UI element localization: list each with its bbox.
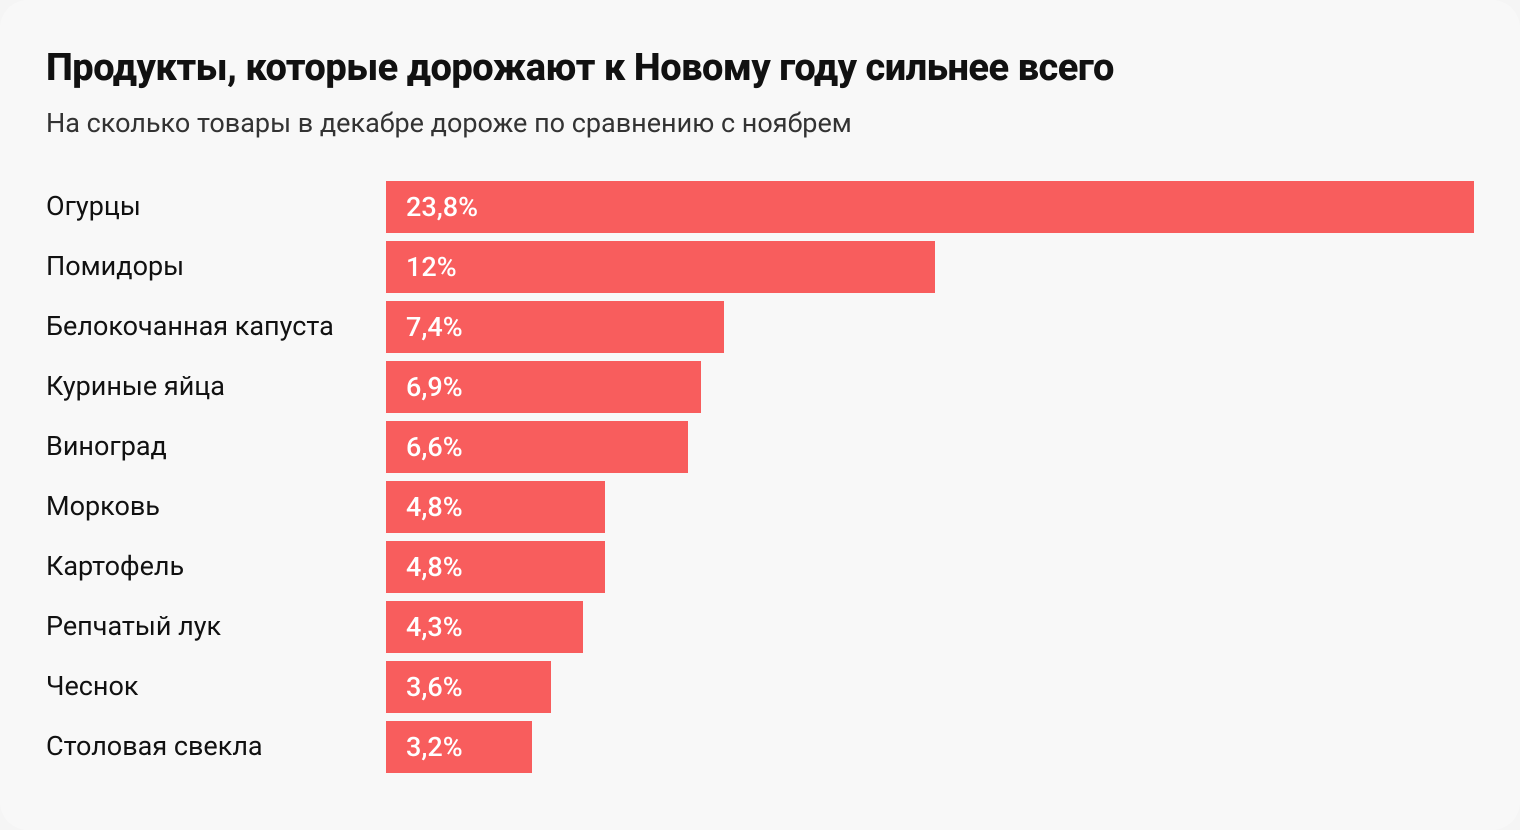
bar-row: Огурцы 23,8%	[46, 181, 1474, 233]
bar-label: Виноград	[46, 430, 386, 462]
bar-row: Столовая свекла 3,2%	[46, 721, 1474, 773]
bar-fill: 7,4%	[386, 301, 724, 353]
bar-track: 4,8%	[386, 481, 1474, 533]
bar-track: 12%	[386, 241, 1474, 293]
bar-row: Морковь 4,8%	[46, 481, 1474, 533]
bar-label: Огурцы	[46, 190, 386, 222]
bar-value: 3,6%	[406, 671, 463, 703]
bar-label: Куриные яйца	[46, 370, 386, 402]
chart-card: Продукты, которые дорожают к Новому году…	[0, 0, 1520, 830]
bar-label: Столовая свекла	[46, 730, 386, 762]
bar-value: 6,6%	[406, 431, 463, 463]
bar-label: Чеснок	[46, 670, 386, 702]
bar-label: Репчатый лук	[46, 610, 386, 642]
bar-track: 7,4%	[386, 301, 1474, 353]
bar-fill: 3,2%	[386, 721, 532, 773]
bar-track: 3,6%	[386, 661, 1474, 713]
bar-label: Морковь	[46, 490, 386, 522]
bar-value: 23,8%	[406, 191, 478, 223]
bar-value: 4,8%	[406, 551, 463, 583]
bar-row: Куриные яйца 6,9%	[46, 361, 1474, 413]
bar-fill: 4,8%	[386, 481, 605, 533]
bar-fill: 12%	[386, 241, 935, 293]
bar-row: Чеснок 3,6%	[46, 661, 1474, 713]
bar-fill: 4,8%	[386, 541, 605, 593]
bar-label: Белокочанная капуста	[46, 310, 386, 342]
bar-fill: 23,8%	[386, 181, 1474, 233]
bar-value: 3,2%	[406, 731, 463, 763]
bar-fill: 4,3%	[386, 601, 583, 653]
bar-row: Помидоры 12%	[46, 241, 1474, 293]
bar-fill: 6,9%	[386, 361, 701, 413]
bar-track: 3,2%	[386, 721, 1474, 773]
bar-fill: 6,6%	[386, 421, 688, 473]
bar-value: 4,8%	[406, 491, 463, 523]
bar-track: 23,8%	[386, 181, 1474, 233]
bar-row: Виноград 6,6%	[46, 421, 1474, 473]
bar-fill: 3,6%	[386, 661, 551, 713]
bar-track: 4,8%	[386, 541, 1474, 593]
bar-track: 6,6%	[386, 421, 1474, 473]
bar-track: 4,3%	[386, 601, 1474, 653]
bar-value: 4,3%	[406, 611, 463, 643]
chart-title: Продукты, которые дорожают к Новому году…	[46, 46, 1474, 92]
bar-value: 7,4%	[406, 311, 463, 343]
bar-label: Картофель	[46, 550, 386, 582]
chart-subtitle: На сколько товары в декабре дороже по ср…	[46, 106, 1474, 141]
bar-track: 6,9%	[386, 361, 1474, 413]
bar-value: 12%	[406, 251, 457, 283]
bar-value: 6,9%	[406, 371, 463, 403]
bar-row: Репчатый лук 4,3%	[46, 601, 1474, 653]
bar-row: Белокочанная капуста 7,4%	[46, 301, 1474, 353]
bar-row: Картофель 4,8%	[46, 541, 1474, 593]
bar-label: Помидоры	[46, 250, 386, 282]
bar-chart: Огурцы 23,8% Помидоры 12% Белокочанная капус…	[46, 181, 1474, 773]
